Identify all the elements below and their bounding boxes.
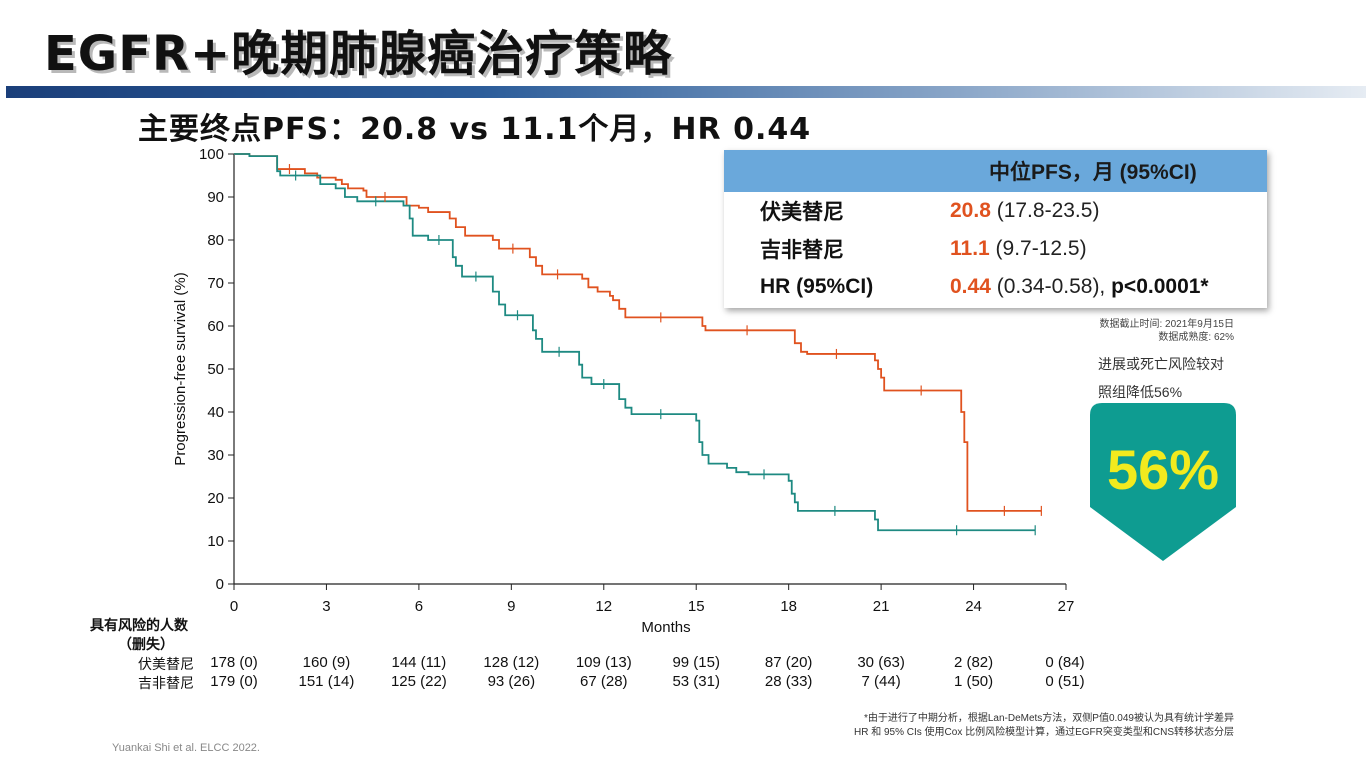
risk-value: 2 (82) — [953, 654, 994, 671]
risk-table-title: 具有风险的人数 — [90, 618, 188, 634]
x-tick-label: 12 — [595, 598, 612, 615]
table-row: 伏美替尼 20.8 (17.8-23.5) — [724, 192, 1267, 230]
risk-reduction-line-1: 进展或死亡风险较对 — [1098, 356, 1224, 372]
data-maturity: 数据成熟度: 62% — [1158, 332, 1234, 343]
ci-value: (9.7-12.5) — [989, 237, 1087, 260]
median-pfs-table-header: 中位PFS，月 (95%CI) — [724, 150, 1267, 192]
chart-axes: 0 10 20 30 40 50 60 70 80 90 100 0 3 6 9 12 15 18 21 24 27 Mo… — [172, 146, 1074, 636]
x-tick-label: 27 — [1058, 598, 1075, 615]
risk-value: 1 (50) — [953, 673, 994, 690]
median-value: 20.8 — [950, 199, 991, 222]
risk-table-subtitle: （删失） — [118, 637, 174, 653]
y-tick-label: 80 — [207, 232, 224, 249]
table-row-value: 20.8 (17.8-23.5) — [950, 199, 1099, 223]
y-tick-label: 60 — [207, 318, 224, 335]
table-row-value: 0.44 (0.34-0.58), p<0.0001* — [950, 275, 1209, 299]
ci-value: (0.34-0.58), — [990, 275, 1112, 298]
x-tick-label: 9 — [507, 598, 515, 615]
footnotes: *由于进行了中期分析，根据Lan-DeMets方法，双侧P值0.049被认为具有… — [854, 712, 1234, 740]
risk-value: 53 (31) — [672, 673, 720, 690]
risk-value: 0 (51) — [1045, 673, 1085, 690]
median-value: 11.1 — [950, 237, 990, 260]
ci-value: (17.8-23.5) — [990, 199, 1100, 222]
y-tick-label: 10 — [207, 533, 224, 550]
page-title: EGFR+晚期肺腺癌治疗策略 — [44, 26, 673, 82]
cutoff-date: 数据截止时间: 2021年9月15日 — [1099, 319, 1235, 330]
risk-value: 87 (20) — [764, 654, 813, 671]
footnote-1: *由于进行了中期分析，根据Lan-DeMets方法，双侧P值0.049被认为具有… — [863, 713, 1234, 724]
x-tick-label: 18 — [780, 598, 797, 615]
y-tick-label: 40 — [207, 404, 224, 421]
x-tick-label: 0 — [230, 598, 238, 615]
risk-value: 125 (22) — [390, 673, 447, 690]
y-axis-label: Progression-free survival (%) — [172, 272, 189, 465]
series-line-0 — [234, 153, 1042, 512]
x-tick-label: 6 — [415, 598, 423, 615]
y-tick-label: 20 — [207, 490, 224, 507]
footnote-2: HR 和 95% CIs 使用Cox 比例风险模型计算，通过EGFR突变类型和C… — [853, 727, 1234, 738]
y-tick-label: 0 — [216, 576, 224, 593]
risk-value: 67 (28) — [580, 673, 628, 690]
risk-reduction-badge: 56% — [1106, 438, 1220, 501]
chart-curves — [234, 153, 1042, 532]
table-row: HR (95%CI) 0.44 (0.34-0.58), p<0.0001* — [724, 268, 1267, 306]
citation: Yuankai Shi et al. ELCC 2022. — [112, 742, 260, 754]
y-tick-label: 100 — [199, 146, 224, 163]
risk-value: 0 (84) — [1045, 654, 1085, 671]
y-tick-label: 30 — [207, 447, 224, 464]
x-axis-label: Months — [641, 619, 690, 636]
chart-censor-marks — [288, 164, 1042, 536]
table-row: 吉非替尼 11.1 (9.7-12.5) — [724, 230, 1267, 268]
risk-value: 160 (9) — [302, 654, 351, 671]
risk-reduction-line-2: 照组降低56% — [1098, 384, 1183, 400]
risk-value: 151 (14) — [298, 673, 355, 690]
x-tick-label: 3 — [322, 598, 330, 615]
risk-value: 179 (0) — [210, 673, 258, 690]
table-row-label: 伏美替尼 — [760, 201, 844, 224]
risk-value: 93 (26) — [487, 673, 536, 690]
y-tick-label: 70 — [207, 275, 224, 292]
table-row-label: 吉非替尼 — [760, 239, 844, 262]
median-pfs-table: 中位PFS，月 (95%CI) 伏美替尼 20.8 (17.8-23.5) 吉非… — [724, 150, 1267, 308]
table-row-label: HR (95%CI) — [760, 275, 874, 298]
x-tick-label: 15 — [688, 598, 705, 615]
risk-row-label-gefitinib: 吉非替尼 — [138, 676, 194, 692]
p-value: p<0.0001* — [1111, 275, 1209, 298]
risk-row-label-furmonertinib: 伏美替尼 — [138, 657, 194, 673]
x-tick-label: 21 — [873, 598, 890, 615]
series-line-1 — [234, 153, 1036, 532]
chart-subtitle: 主要终点PFS：20.8 vs 11.1个月，HR 0.44 — [138, 112, 812, 147]
y-tick-label: 50 — [207, 361, 224, 378]
risk-value: 30 (63) — [857, 654, 905, 671]
risk-reduction-note: 进展或死亡风险较对 照组降低56% — [1098, 350, 1224, 406]
risk-value: 7 (44) — [861, 673, 901, 690]
table-row-value: 11.1 (9.7-12.5) — [950, 237, 1087, 261]
down-arrow-badge-icon — [1090, 403, 1236, 561]
risk-value: 128 (12) — [483, 654, 540, 671]
y-tick-label: 90 — [207, 189, 224, 206]
risk-value: 99 (15) — [672, 654, 720, 671]
risk-value: 144 (11) — [391, 654, 447, 671]
risk-value: 178 (0) — [210, 654, 258, 671]
title-underline-bar — [6, 86, 1366, 98]
x-tick-label: 24 — [965, 598, 982, 615]
data-cutoff-note: 数据截止时间: 2021年9月15日 数据成熟度: 62% — [1100, 318, 1235, 344]
risk-value: 28 (33) — [764, 673, 813, 690]
risk-value: 109 (13) — [575, 654, 632, 671]
hr-value: 0.44 — [950, 275, 991, 298]
